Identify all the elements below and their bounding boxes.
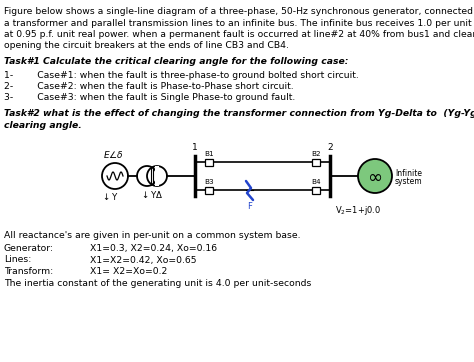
Text: $E\angle\delta$: $E\angle\delta$ <box>103 149 124 160</box>
Text: Transform:: Transform: <box>4 267 53 276</box>
Text: All reactance's are given in per-unit on a common system base.: All reactance's are given in per-unit on… <box>4 231 301 240</box>
Bar <box>155 166 159 186</box>
Circle shape <box>358 159 392 193</box>
Text: 3-        Case#3: when the fault is Single Phase-to ground fault.: 3- Case#3: when the fault is Single Phas… <box>4 93 295 102</box>
Text: clearing angle.: clearing angle. <box>4 121 82 130</box>
Text: 2-        Case#2: when the fault is Phase-to-Phase short circuit.: 2- Case#2: when the fault is Phase-to-Ph… <box>4 82 293 91</box>
Text: B3: B3 <box>204 180 214 185</box>
Text: X1=X2=0.42, Xo=0.65: X1=X2=0.42, Xo=0.65 <box>90 256 197 265</box>
Text: at 0.95 p.f. unit real power. when a permanent fault is occurred at line#2 at 40: at 0.95 p.f. unit real power. when a per… <box>4 30 474 39</box>
Bar <box>312 186 320 194</box>
Text: The inertia constant of the generating unit is 4.0 per unit-seconds: The inertia constant of the generating u… <box>4 278 311 287</box>
Text: 1: 1 <box>192 143 198 152</box>
Bar <box>312 159 320 165</box>
Text: 2: 2 <box>327 143 333 152</box>
Bar <box>205 186 213 194</box>
Text: $\downarrow$Y: $\downarrow$Y <box>101 191 119 202</box>
Text: $\downarrow$Y$\Delta$: $\downarrow$Y$\Delta$ <box>140 189 164 200</box>
Text: Figure below shows a single-line diagram of a three-phase, 50-Hz synchronous gen: Figure below shows a single-line diagram… <box>4 7 474 16</box>
Text: opening the circuit breakers at the ends of line CB3 and CB4.: opening the circuit breakers at the ends… <box>4 42 289 51</box>
Text: B1: B1 <box>204 152 214 157</box>
Text: V$_2$=1+j0.0: V$_2$=1+j0.0 <box>335 204 381 217</box>
Text: B2: B2 <box>311 152 321 157</box>
Text: a transformer and parallel transmission lines to an infinite bus. The infinite b: a transformer and parallel transmission … <box>4 18 474 28</box>
Text: Generator:: Generator: <box>4 244 54 253</box>
Text: F: F <box>247 202 253 211</box>
Text: X1=0.3, X2=0.24, Xo=0.16: X1=0.3, X2=0.24, Xo=0.16 <box>90 244 217 253</box>
Text: B4: B4 <box>311 180 321 185</box>
Text: Infinite: Infinite <box>395 169 422 178</box>
Text: X1= X2=Xo=0.2: X1= X2=Xo=0.2 <box>90 267 167 276</box>
Text: $\infty$: $\infty$ <box>367 168 383 186</box>
Text: system: system <box>395 177 423 186</box>
Text: Task#2 what is the effect of changing the transformer connection from Yg-Delta t: Task#2 what is the effect of changing th… <box>4 109 474 118</box>
Bar <box>205 159 213 165</box>
Text: 1-        Case#1: when the fault is three-phase-to ground bolted short circuit.: 1- Case#1: when the fault is three-phase… <box>4 71 359 80</box>
Text: Lines:: Lines: <box>4 256 31 265</box>
Text: Task#1 Calculate the critical clearing angle for the following case:: Task#1 Calculate the critical clearing a… <box>4 57 348 66</box>
